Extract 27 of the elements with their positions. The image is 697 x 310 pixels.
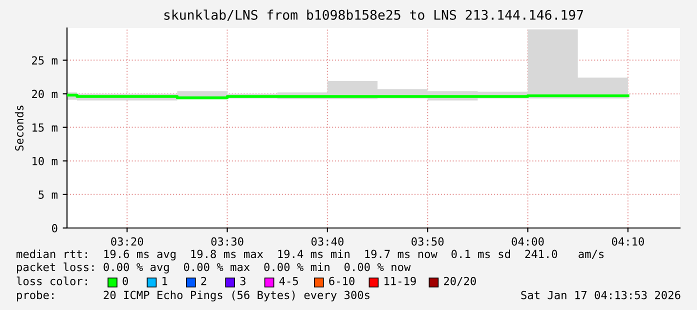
text: 2 [201, 276, 206, 286]
text: 6-10 [329, 276, 354, 286]
y-tick-label: 15 m [32, 123, 58, 132]
text: probe: 20 ICMP Echo Pings (56 Bytes) every 300s [17, 290, 370, 302]
x-tick-label: 03:40 [311, 237, 344, 246]
text: 0 [122, 276, 128, 286]
text: median rtt: 19.6 ms avg 19.8 ms max 19.4 ms min 19.7 ms now 0.1 ms sd 241.0 am/s [16, 250, 604, 260]
x-tick-label: 03:50 [412, 237, 444, 246]
text: Sat Jan 17 04:13:53 2026 [521, 290, 680, 300]
text: 3 [240, 276, 246, 286]
x-tick-label: 04:10 [612, 237, 644, 246]
text: 1 [162, 276, 168, 286]
y-tick-label: 5 m [38, 190, 58, 199]
text: 4-5 [279, 276, 298, 286]
x-tick-label: 04:00 [512, 237, 544, 246]
chart-title: skunklab/LNS from b1098b158e25 to LNS 213.144.146.197 [164, 10, 584, 21]
text: loss color: [16, 276, 87, 286]
y-tick-label: 10 m [32, 156, 58, 166]
y-axis-title: Seconds [14, 106, 24, 151]
x-tick-label: 03:20 [111, 237, 144, 246]
y-tick-label: 20 m [32, 90, 58, 98]
text: 11-19 [384, 276, 416, 286]
text: packet loss: 0.00 % avg 0.00 % max 0.00 % min 0.00 % now [17, 262, 411, 274]
y-tick-label: 25 m [32, 56, 58, 65]
y-tick-label: 0 [52, 224, 58, 232]
text: 20/20 [444, 276, 476, 286]
x-tick-label: 03:30 [211, 237, 244, 246]
